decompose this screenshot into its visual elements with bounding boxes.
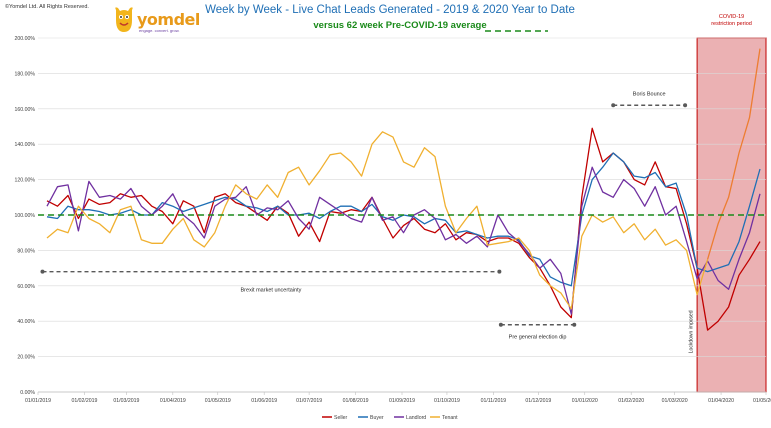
y-tick-label: 160.00% xyxy=(15,107,36,113)
logo-tagline: engage. convert. grow. xyxy=(139,28,180,33)
x-tick-label: 01/10/2019 xyxy=(434,398,460,404)
x-tick-label: 01/01/2020 xyxy=(572,398,598,404)
brexit-label: Brexit market uncertainty xyxy=(241,288,302,294)
chart-title: Week by Week - Live Chat Leads Generated… xyxy=(205,4,575,16)
legend-label-landlord: Landlord xyxy=(406,415,426,421)
boris-bounce-dot-end xyxy=(683,103,688,108)
series-line-landlord xyxy=(46,166,761,315)
x-tick-label: 01/04/2020 xyxy=(708,398,734,404)
x-tick-label: 01/02/2019 xyxy=(71,398,97,404)
series-line-seller xyxy=(46,127,761,331)
x-tick-label: 01/05/2020 xyxy=(753,398,771,404)
y-tick-label: 140.00% xyxy=(15,142,36,148)
x-tick-label: 01/04/2019 xyxy=(160,398,186,404)
copyright-text: ©Yomdel Ltd. All Rights Reserved. xyxy=(5,4,89,10)
x-tick-label: 01/01/2019 xyxy=(25,398,51,404)
y-tick-label: 0.00% xyxy=(20,390,35,396)
x-tick-label: 01/12/2019 xyxy=(525,398,551,404)
x-tick-label: 01/07/2019 xyxy=(296,398,322,404)
y-tick-label: 60.00% xyxy=(17,284,35,290)
election-dip-dot-start xyxy=(498,322,503,327)
x-tick-label: 01/08/2019 xyxy=(343,398,369,404)
boris-bounce-dot-start xyxy=(611,103,616,108)
y-tick-label: 20.00% xyxy=(17,355,35,361)
logo-wordmark: yomdel xyxy=(137,10,200,29)
lockdown-label: Lockdown imposed xyxy=(689,310,695,353)
series-line-tenant-2020 xyxy=(706,48,761,260)
x-tick-label: 01/09/2019 xyxy=(389,398,415,404)
company-logo: yomdel engage. convert. grow. xyxy=(112,6,200,38)
y-tick-label: 40.00% xyxy=(17,319,35,325)
chart-subtitle: versus 62 week Pre-COVID-19 average xyxy=(313,20,487,31)
legend-label-seller: Seller xyxy=(334,415,348,421)
covid-label: COVID-19 xyxy=(719,14,744,20)
x-tick-label: 01/05/2019 xyxy=(205,398,231,404)
election-dip-label: Pre general election dip xyxy=(509,335,567,341)
x-tick-label: 01/06/2019 xyxy=(251,398,277,404)
brexit-dot-start xyxy=(40,269,45,274)
boris-bounce-label: Boris Bounce xyxy=(633,91,666,97)
y-tick-label: 80.00% xyxy=(17,248,35,254)
y-tick-label: 180.00% xyxy=(15,71,36,77)
election-dip-dot-end xyxy=(572,322,577,327)
x-tick-label: 01/02/2020 xyxy=(618,398,644,404)
mascot-icon xyxy=(115,7,133,33)
legend-label-tenant: Tenant xyxy=(442,415,458,421)
legend-label-buyer: Buyer xyxy=(370,415,384,421)
x-tick-label: 01/11/2019 xyxy=(481,398,507,404)
series-line-buyer xyxy=(46,152,761,287)
covid-label-line2: restriction period xyxy=(711,21,752,27)
brexit-dot-end xyxy=(497,269,502,274)
y-tick-label: 100.00% xyxy=(15,213,36,219)
y-tick-label: 200.00% xyxy=(15,36,36,42)
x-tick-label: 01/03/2019 xyxy=(113,398,139,404)
series-line-tenant xyxy=(46,131,709,310)
y-tick-label: 120.00% xyxy=(15,178,36,184)
x-tick-label: 01/03/2020 xyxy=(662,398,688,404)
